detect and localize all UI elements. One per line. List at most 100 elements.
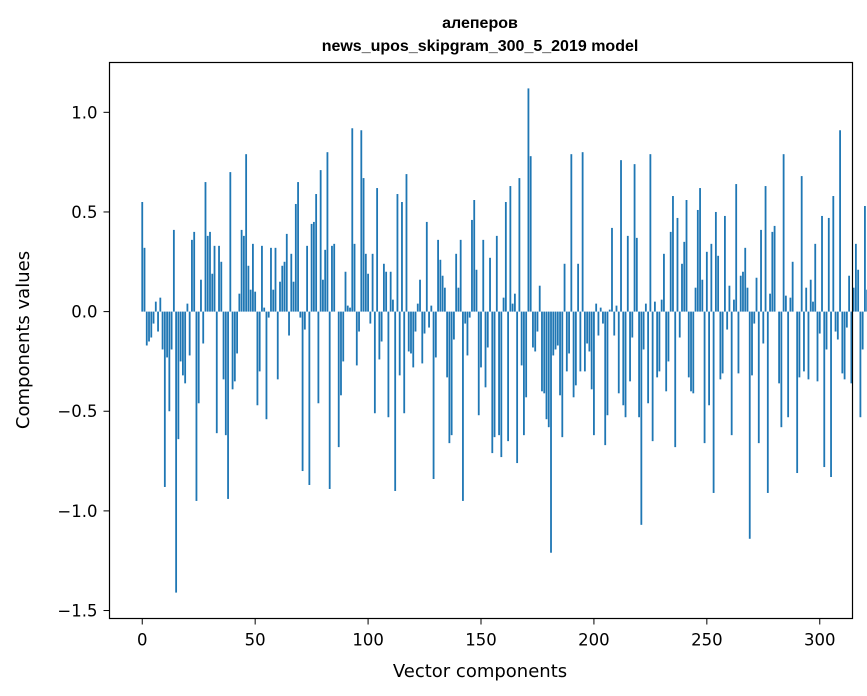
bar-12 [168,311,171,412]
plot-frame [108,61,854,620]
bar-314 [850,311,853,384]
bar-56 [267,311,270,318]
bar-198 [588,311,591,352]
bar-46 [245,154,248,312]
bar-4 [150,311,153,338]
bar-131 [437,239,439,312]
bar-301 [821,215,823,312]
bar-107 [382,263,385,312]
bar-61 [279,281,281,312]
y-axis-label: Components values [13,251,34,429]
bar-111 [392,299,394,312]
bar-278 [769,293,771,312]
bar-193 [577,263,580,312]
bar-273 [757,311,760,444]
bar-241 [685,200,688,312]
bar-245 [694,287,697,312]
bar-96 [358,311,360,332]
bar-66 [290,253,293,312]
bar-318 [859,311,862,418]
x-tick-label: 100 [352,631,384,650]
bar-266 [742,271,744,312]
bar-58 [272,289,275,312]
bar-170 [525,311,528,398]
bar-156 [493,311,496,438]
bar-3 [148,311,150,342]
bar-291 [798,311,801,378]
bar-108 [385,271,388,312]
bar-246 [696,209,699,312]
bar-287 [789,297,792,312]
bar-260 [728,285,731,312]
bar-195 [581,152,584,312]
bar-320 [864,205,866,312]
bar-163 [509,186,512,312]
bar-161 [504,201,507,312]
bar-18 [181,311,184,376]
bar-171 [527,88,530,312]
bar-180 [547,311,550,428]
bar-34 [218,245,220,312]
bar-190 [570,154,573,312]
bar-211 [617,311,620,394]
bar-174 [534,311,537,352]
bar-271 [753,311,756,324]
bar-213 [622,311,625,406]
bar-62 [281,265,284,312]
bar-226 [651,311,654,442]
bar-247 [699,188,701,312]
bar-31 [211,273,214,312]
bar-255 [717,255,720,312]
bar-250 [705,251,708,312]
bar-155 [491,311,494,454]
bar-183 [554,311,557,350]
bar-43 [238,293,241,312]
bar-1 [143,247,146,312]
bar-134 [443,287,446,312]
bar-299 [816,311,819,382]
bar-30 [209,231,211,312]
bar-315 [852,287,855,312]
bar-223 [644,303,647,312]
bar-231 [663,253,665,312]
bar-248 [701,279,704,312]
bar-112 [394,311,397,491]
bar-166 [516,311,519,464]
bar-188 [565,311,568,372]
bar-150 [480,311,482,368]
bar-306 [832,196,835,312]
bar-119 [410,311,412,354]
bar-68 [294,203,297,312]
bar-100 [367,273,369,312]
bar-277 [766,311,769,493]
bar-101 [369,311,372,324]
bar-16 [177,311,180,440]
bar-284 [782,154,785,312]
bar-0 [141,201,144,312]
bar-201 [595,303,598,312]
bar-224 [647,311,650,404]
bar-317 [857,269,860,312]
bar-186 [561,311,564,438]
bar-298 [814,243,817,312]
bar-60 [276,311,279,380]
y-axis-ticks: −1.5 −1.0 −0.5 0.0 0.5 1.0 [57,103,110,621]
bar-85 [333,243,336,312]
bar-305 [830,311,832,478]
bar-162 [507,311,510,442]
bar-102 [371,253,374,312]
bar-118 [407,311,410,352]
bar-73 [306,245,309,312]
bar-10 [163,311,166,487]
bar-238 [678,311,681,338]
bar-55 [265,311,268,420]
bar-169 [523,311,525,436]
bar-244 [692,311,695,394]
bar-149 [477,311,480,416]
bar-19 [184,311,187,384]
bar-220 [638,311,640,418]
bar-164 [511,303,514,312]
bar-37 [224,311,227,436]
bar-296 [809,279,812,312]
bar-311 [843,311,846,380]
